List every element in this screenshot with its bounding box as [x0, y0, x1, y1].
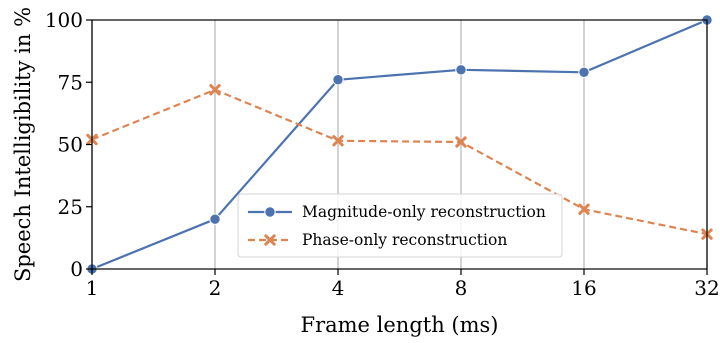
x-tick-label: 2 — [209, 276, 222, 300]
x-tick-label: 1 — [86, 276, 99, 300]
legend-label: Magnitude-only reconstruction — [302, 203, 546, 221]
axis-ticks: 1 2 4 8 16 32 0 25 50 75 100 — [45, 8, 720, 300]
x-tick-label: 8 — [455, 276, 468, 300]
series-1 — [86, 84, 713, 240]
data-point — [455, 64, 467, 76]
y-axis-title: Speech Intelligibility in % — [11, 7, 35, 282]
y-tick-label: 0 — [70, 257, 83, 281]
data-point — [332, 74, 344, 86]
series-0 — [86, 14, 713, 275]
y-tick-label: 100 — [45, 8, 83, 32]
legend-entry: Magnitude-only reconstruction — [248, 203, 546, 221]
y-tick-label: 25 — [58, 195, 83, 219]
legend-label: Phase-only reconstruction — [302, 231, 507, 249]
series-layer — [86, 14, 713, 275]
legend: Magnitude-only reconstruction Phase-only … — [237, 193, 563, 258]
x-axis-title: Frame length (ms) — [301, 313, 499, 337]
x-tick-label: 32 — [694, 276, 719, 300]
y-tick-label: 50 — [58, 133, 83, 157]
x-tick-label: 16 — [571, 276, 596, 300]
data-point — [209, 213, 221, 225]
y-tick-label: 75 — [58, 70, 83, 94]
series-line — [91, 18, 708, 271]
data-point — [455, 136, 467, 148]
legend-entry: Phase-only reconstruction — [248, 231, 507, 249]
x-tick-label: 4 — [332, 276, 345, 300]
data-point — [578, 203, 590, 215]
data-point — [332, 135, 344, 147]
data-point — [209, 84, 221, 96]
series-line — [91, 88, 708, 236]
legend-box — [237, 193, 563, 258]
legend-marker — [264, 206, 276, 218]
data-point — [578, 66, 590, 78]
legend-marker — [264, 234, 276, 246]
